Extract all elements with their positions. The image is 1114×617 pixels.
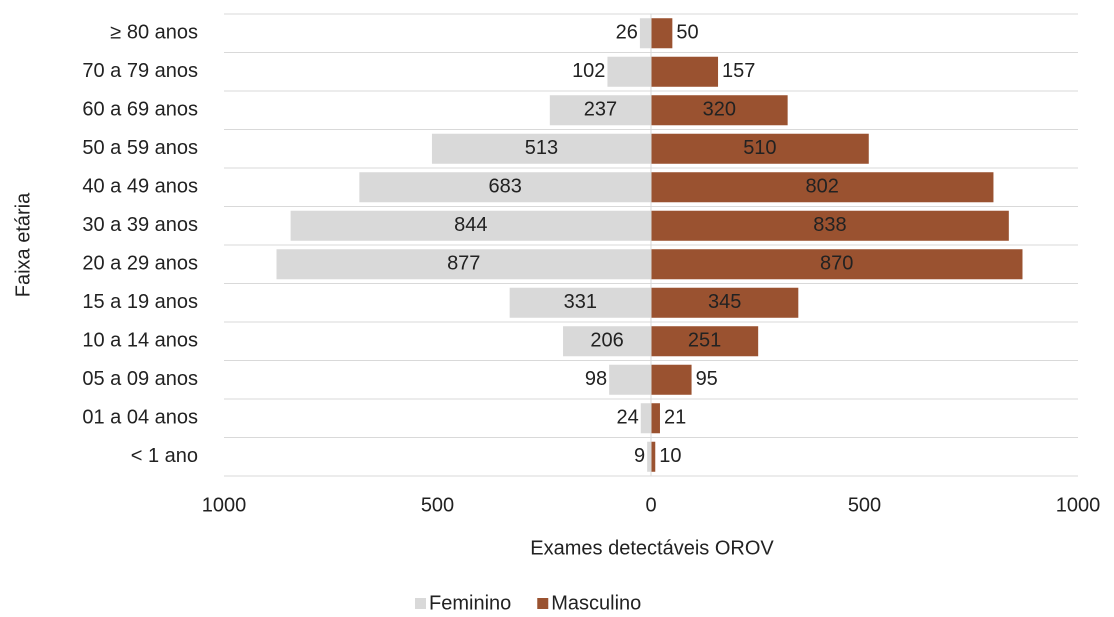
data-label: 237 xyxy=(584,99,617,121)
data-label: 102 xyxy=(572,60,605,82)
legend-label: Masculino xyxy=(551,592,641,614)
bar xyxy=(651,249,1023,280)
x-tick-label: 1000 xyxy=(1056,494,1101,516)
data-label: 206 xyxy=(590,330,623,352)
data-label: 157 xyxy=(722,60,755,82)
bar xyxy=(651,364,692,395)
bar xyxy=(651,441,656,472)
y-tick-label: 10 a 14 anos xyxy=(82,330,198,352)
y-tick-label: ≥ 80 anos xyxy=(110,22,198,44)
bar xyxy=(651,326,759,357)
data-label: 9 xyxy=(634,445,645,467)
data-label: 683 xyxy=(488,176,521,198)
data-label: 21 xyxy=(664,407,686,429)
bar xyxy=(651,95,788,126)
bar xyxy=(431,133,651,164)
x-tick-label: 1000 xyxy=(202,494,247,516)
y-tick-label: 15 a 19 anos xyxy=(82,291,198,313)
bar xyxy=(651,287,799,318)
bar xyxy=(651,172,994,203)
y-tick-label: 20 a 29 anos xyxy=(82,253,198,275)
y-tick-label: < 1 ano xyxy=(131,445,198,467)
bar xyxy=(651,403,660,434)
bar xyxy=(563,326,651,357)
bar xyxy=(639,18,651,49)
y-tick-label: 01 a 04 anos xyxy=(82,407,198,429)
bar xyxy=(651,18,673,49)
x-tick-label: 500 xyxy=(848,494,881,516)
y-tick-label: 40 a 49 anos xyxy=(82,176,198,198)
legend-swatch xyxy=(415,598,426,609)
data-label: 513 xyxy=(525,137,558,159)
y-tick-label: 05 a 09 anos xyxy=(82,368,198,390)
data-label: 877 xyxy=(447,253,480,275)
data-label: 24 xyxy=(617,407,639,429)
legend-swatch xyxy=(537,598,549,609)
bar xyxy=(290,210,651,241)
data-label: 251 xyxy=(688,330,721,352)
bar xyxy=(651,133,869,164)
bar xyxy=(549,95,651,126)
bar xyxy=(509,287,651,318)
data-label: 844 xyxy=(454,214,487,236)
y-tick-label: 60 a 69 anos xyxy=(82,99,198,121)
data-label: 320 xyxy=(703,99,736,121)
bar xyxy=(640,403,651,434)
x-tick-label: 0 xyxy=(645,494,656,516)
bar xyxy=(359,172,651,203)
data-label: 510 xyxy=(743,137,776,159)
data-label: 98 xyxy=(585,368,607,390)
y-tick-label: 70 a 79 anos xyxy=(82,60,198,82)
bar xyxy=(276,249,651,280)
bar xyxy=(647,441,651,472)
bar xyxy=(651,210,1009,241)
data-label: 10 xyxy=(659,445,681,467)
y-tick-label: 30 a 39 anos xyxy=(82,214,198,236)
y-axis-title: Faixa etária xyxy=(12,192,34,297)
data-label: 870 xyxy=(820,253,853,275)
x-tick-label: 500 xyxy=(421,494,454,516)
data-label: 331 xyxy=(564,291,597,313)
bar xyxy=(609,364,651,395)
data-label: 838 xyxy=(813,214,846,236)
data-label: 26 xyxy=(616,22,638,44)
bar xyxy=(651,56,719,87)
y-tick-label: 50 a 59 anos xyxy=(82,137,198,159)
x-axis-title: Exames detectáveis OROV xyxy=(530,537,774,559)
data-label: 50 xyxy=(676,22,698,44)
data-label: 345 xyxy=(708,291,741,313)
data-label: 802 xyxy=(806,176,839,198)
data-label: 95 xyxy=(696,368,718,390)
legend-label: Feminino xyxy=(429,592,511,614)
bar xyxy=(607,56,651,87)
